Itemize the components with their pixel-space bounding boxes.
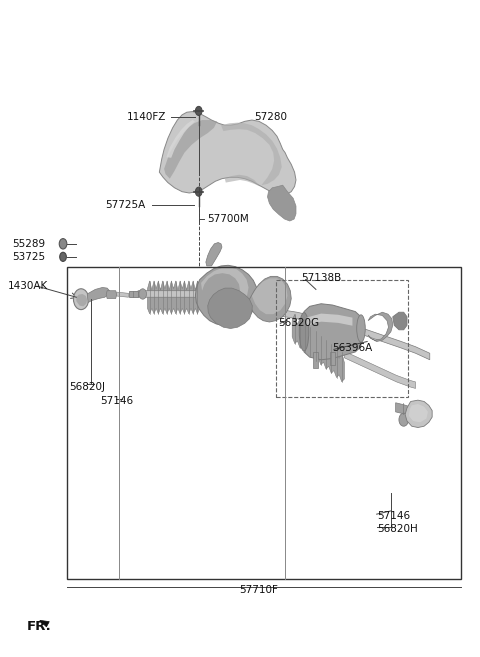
Polygon shape [292,314,344,382]
Text: 57146: 57146 [378,511,411,521]
Polygon shape [159,112,296,195]
Text: 55289: 55289 [12,238,46,249]
Circle shape [195,106,202,116]
Polygon shape [129,290,138,297]
Text: 56820H: 56820H [378,524,419,534]
Polygon shape [201,267,249,307]
Polygon shape [330,352,336,365]
Text: 57280: 57280 [254,112,287,122]
Ellipse shape [300,313,309,351]
Text: 56820J: 56820J [69,382,105,392]
Polygon shape [106,290,117,298]
Polygon shape [393,312,407,330]
Polygon shape [304,304,361,360]
Text: 57700M: 57700M [207,214,249,224]
Polygon shape [344,351,416,388]
Text: 57146: 57146 [100,396,133,407]
Polygon shape [206,242,222,266]
Polygon shape [225,175,260,187]
Circle shape [73,289,89,309]
Text: 57725A: 57725A [105,200,145,210]
Polygon shape [40,620,49,627]
Polygon shape [267,185,296,221]
Polygon shape [164,120,217,179]
Polygon shape [116,292,129,297]
Polygon shape [138,290,430,360]
Circle shape [195,187,202,196]
Polygon shape [312,352,318,368]
Text: 53725: 53725 [12,252,46,262]
Ellipse shape [357,315,365,342]
Polygon shape [306,313,352,326]
Polygon shape [409,404,428,422]
Circle shape [139,289,146,299]
Polygon shape [76,294,87,306]
Text: 1430AK: 1430AK [8,281,48,291]
Bar [67,267,461,579]
Circle shape [399,413,408,426]
Polygon shape [252,279,288,314]
Polygon shape [87,288,109,302]
Polygon shape [147,281,200,314]
Polygon shape [250,277,291,322]
Polygon shape [405,400,432,428]
Text: 1140FZ: 1140FZ [127,112,167,122]
Circle shape [59,238,67,249]
Polygon shape [195,265,258,325]
Text: FR.: FR. [26,620,51,633]
Text: 56396A: 56396A [333,343,373,353]
Polygon shape [208,288,252,328]
Text: 56320G: 56320G [278,318,319,328]
Text: 57138B: 57138B [301,273,342,283]
Polygon shape [368,312,393,342]
Text: 57710F: 57710F [240,585,278,595]
Polygon shape [221,123,282,185]
Bar [276,280,408,397]
Circle shape [60,252,66,261]
Polygon shape [167,120,195,158]
Polygon shape [396,403,410,414]
